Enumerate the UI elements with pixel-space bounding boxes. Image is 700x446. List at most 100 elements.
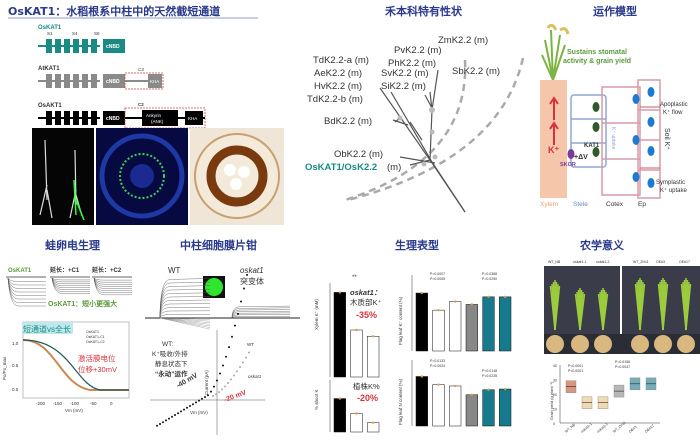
bar-oskat1-1 xyxy=(350,329,363,378)
bar-WT_ZH11 xyxy=(465,304,478,352)
iv-point-wt xyxy=(213,385,215,388)
svg-text:P=0.0235: P=0.0235 xyxy=(482,374,497,378)
section-title-agro: 农学意义 xyxy=(579,238,625,252)
svg-text:BdK2.2 (m): BdK2.2 (m) xyxy=(324,116,372,127)
transmembrane-segment xyxy=(73,39,79,53)
transmembrane-segment xyxy=(64,74,70,88)
transmembrane-segment xyxy=(55,111,61,125)
svg-text:oskat1-2: oskat1-2 xyxy=(596,260,609,264)
iv-point-oskat1 xyxy=(224,385,226,388)
bar-OE#3 xyxy=(482,296,495,352)
transmembrane-segment xyxy=(55,74,61,88)
svg-text:-50: -50 xyxy=(90,401,97,406)
bar-WT_NB xyxy=(415,376,428,427)
svg-text:WT: WT xyxy=(247,342,254,347)
iv-point-wt xyxy=(204,396,206,398)
svg-text:cNBD: cNBD xyxy=(106,44,120,50)
svg-text:oskat1-2: oskat1-2 xyxy=(596,422,609,434)
transmembrane-segment xyxy=(64,39,70,53)
iv-point-wt xyxy=(207,394,209,397)
iv-point-wt xyxy=(162,421,164,424)
iv-point-wt xyxy=(243,287,245,290)
svg-text:OE#17: OE#17 xyxy=(644,424,655,434)
iv-point-wt xyxy=(240,300,242,303)
svg-text:Flag leaf N content (%): Flag leaf N content (%) xyxy=(398,378,403,425)
iv-point-wt xyxy=(189,405,191,407)
svg-text:OsKAT1: OsKAT1 xyxy=(86,330,99,334)
svg-text:延长：+C1: 延长：+C1 xyxy=(49,266,80,274)
svg-text:Xylem K⁺ (mM): Xylem K⁺ (mM) xyxy=(314,299,319,330)
bar-oskat1-2 xyxy=(367,336,380,378)
svg-text:WT_ZH11: WT_ZH11 xyxy=(612,421,627,434)
svg-text:OE#3: OE#3 xyxy=(656,260,665,264)
iv-point-oskat1 xyxy=(239,366,241,368)
svg-text:OE#17: OE#17 xyxy=(679,260,690,264)
svg-text:WT:: WT: xyxy=(162,341,173,348)
svg-text:oskat1: oskat1 xyxy=(248,374,262,379)
svg-text:KAT1: KAT1 xyxy=(584,143,600,149)
iv-point-wt xyxy=(237,312,239,315)
grain-pile xyxy=(571,335,589,353)
transmembrane-segment xyxy=(73,111,79,125)
patch-clamp-panel: WT oskat1 突变体 WT: K⁺吸收/外排 静息状态下 “永动”运作 -… xyxy=(145,266,300,435)
bar-OE#17 xyxy=(499,296,512,352)
svg-text:0.0: 0.0 xyxy=(12,387,19,392)
svg-text:0: 0 xyxy=(110,401,113,406)
svg-text:S4: S4 xyxy=(72,31,78,36)
iv-point-wt xyxy=(231,335,233,338)
bar-WT xyxy=(333,398,346,433)
svg-text:KHA: KHA xyxy=(188,116,197,121)
svg-text:1.0: 1.0 xyxy=(12,341,19,346)
svg-text:Vm (mV): Vm (mV) xyxy=(65,408,83,413)
transmembrane-segment xyxy=(91,111,97,125)
bar-oskat1-2 xyxy=(449,301,462,352)
iv-point-wt xyxy=(234,324,236,327)
transmembrane-segment xyxy=(91,74,97,88)
iv-point-wt xyxy=(159,423,161,425)
transmembrane-segment xyxy=(46,74,52,88)
phylogenetic-tree xyxy=(344,57,525,213)
svg-text:20: 20 xyxy=(553,393,557,397)
highlight-oskat1: OsKAT1/OsK2.2 xyxy=(305,162,377,173)
bar-oskat1-1 xyxy=(432,309,445,352)
iv-point-wt xyxy=(156,424,158,427)
svg-text:SiK2.2 (m): SiK2.2 (m) xyxy=(381,81,426,92)
iv-point-oskat1 xyxy=(215,393,217,396)
svg-text:Symplastic: Symplastic xyxy=(656,180,685,186)
svg-text:C2: C2 xyxy=(138,102,144,107)
section-title-tree: 禾本科特有性状 xyxy=(385,4,463,18)
transmembrane-segment xyxy=(82,39,88,53)
svg-text:OsKAT1-C2: OsKAT1-C2 xyxy=(86,340,105,344)
section-title-oocyte: 蛙卵电生理 xyxy=(45,238,100,252)
transmembrane-segment xyxy=(64,111,70,125)
svg-text:oskat1: oskat1 xyxy=(240,266,264,275)
working-model: Sustains stomatal activity & grain yield… xyxy=(540,23,688,208)
svg-text:位移+30mV: 位移+30mV xyxy=(78,364,117,374)
svg-text:(m): (m) xyxy=(387,162,401,173)
svg-text:Ep: Ep xyxy=(638,201,646,208)
svg-text:Stele: Stele xyxy=(573,201,588,208)
iv-point-wt xyxy=(174,414,176,416)
svg-text:C3: C3 xyxy=(138,67,144,72)
iv-point-oskat1 xyxy=(245,356,247,359)
cnbd-domain xyxy=(103,39,125,53)
svg-text:P=0.0156: P=0.0156 xyxy=(615,360,630,364)
grain-pile xyxy=(631,335,649,353)
bar-WT_NB xyxy=(415,292,428,352)
iv-point-wt xyxy=(171,415,173,418)
svg-text:P=0.0148: P=0.0148 xyxy=(482,369,497,373)
svg-text:PvK2.2 (m): PvK2.2 (m) xyxy=(394,45,442,56)
bar-WT_ZH11 xyxy=(465,394,478,427)
svg-text:(ANK): (ANK) xyxy=(151,119,164,124)
svg-text:0.5: 0.5 xyxy=(12,363,19,368)
iv-point-wt xyxy=(210,390,212,393)
svg-text:SbK2.2 (m): SbK2.2 (m) xyxy=(452,66,500,77)
svg-text:P=0.0133: P=0.0133 xyxy=(430,359,445,363)
iv-point-oskat1 xyxy=(236,370,238,373)
svg-text:40: 40 xyxy=(553,364,557,368)
bar-OE#3 xyxy=(482,389,495,427)
bar-WT xyxy=(333,292,346,378)
svg-text:-200: -200 xyxy=(36,401,46,406)
bar-OE#17 xyxy=(499,388,512,427)
